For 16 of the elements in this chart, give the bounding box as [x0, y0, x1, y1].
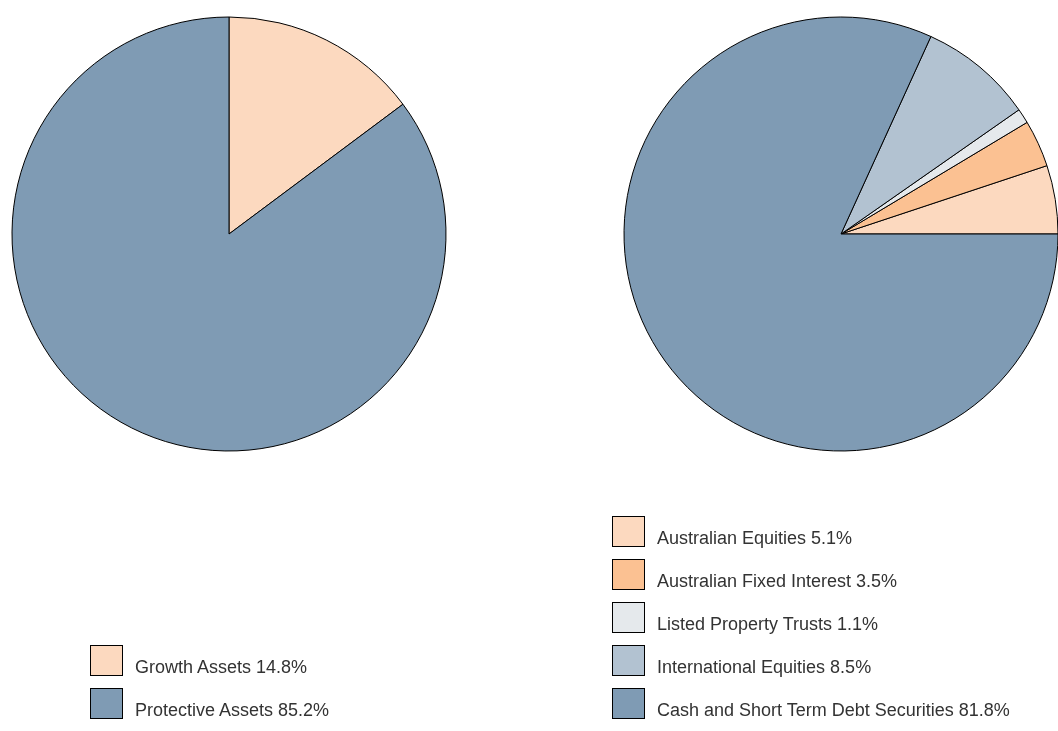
legend-label: International Equities — [657, 657, 826, 677]
data-label: 85.2% — [278, 700, 330, 720]
data-label: 1.1% — [837, 614, 879, 634]
pie-slice — [623, 16, 1058, 452]
data-label: 14.8% — [256, 657, 308, 677]
pie-slice — [11, 16, 447, 452]
legend-label: Australian Equities — [657, 528, 807, 548]
legend-label: Listed Property Trusts — [657, 614, 833, 634]
legend-label: Cash and Short Term Debt Securities — [657, 700, 954, 720]
data-label: 8.5% — [830, 657, 872, 677]
data-label: 81.8% — [958, 700, 1010, 720]
legend-label: Australian Fixed Interest — [657, 571, 852, 591]
legend-label: Growth Assets — [135, 657, 252, 677]
legend-label: Protective Assets — [135, 700, 274, 720]
data-label: 5.1% — [811, 528, 853, 548]
data-label: 3.5% — [856, 571, 898, 591]
